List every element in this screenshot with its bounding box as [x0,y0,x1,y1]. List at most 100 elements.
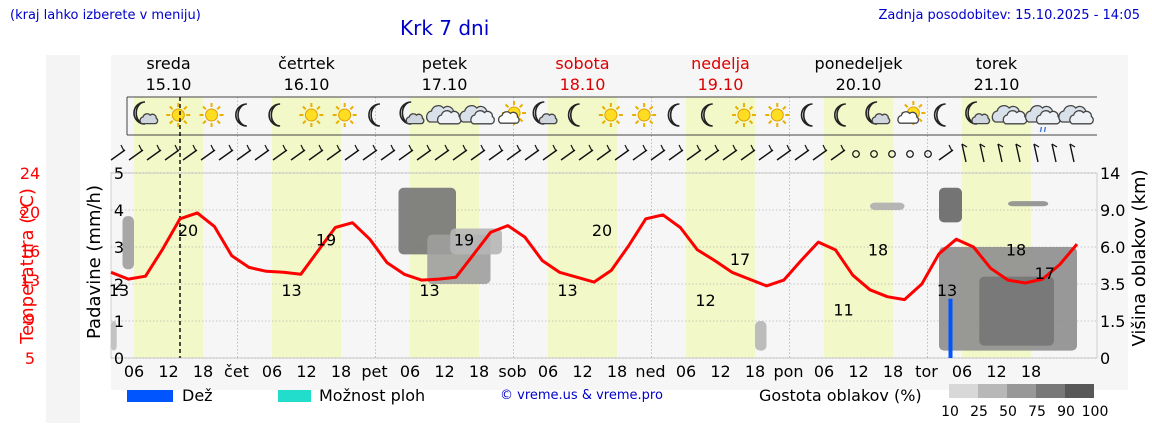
plot-area [110,172,1098,359]
hour-tick: 06 [400,362,420,381]
moon-cloud-icon [965,101,991,125]
temp-label: 18 [1006,240,1026,259]
legend-showers-swatch [278,390,311,402]
temp-label: 13 [557,281,577,300]
day-date: 17.10 [422,75,468,94]
sun-icon [632,103,657,127]
daylight-band [134,97,203,358]
day-name: petek [422,54,468,73]
day-name: torek [976,54,1018,73]
temp-label: 20 [178,221,198,240]
temp-axis-label: Temperatura (°C) [17,188,38,345]
day-date: 19.10 [698,75,744,94]
cloud-height-tick: 9.0 [1100,201,1125,220]
day-name: sreda [146,54,190,73]
moon-icon [834,103,846,127]
hour-tick: 12 [986,362,1006,381]
precip-axis-label: Padavine (mm/h) [84,185,105,339]
sun-icon [598,103,623,127]
sun-cloud-icon [498,101,527,125]
moon-icon [268,103,281,127]
hour-tick: 18 [193,362,213,381]
cloud-icon [1058,105,1094,125]
cloud-blob [870,202,905,210]
hour-tick: 18 [883,362,903,381]
temp-tick: 9 [25,310,35,329]
sun-cloud-icon [897,101,926,125]
hour-tick: 12 [572,362,592,381]
legend-showers-label: Možnost ploh [319,386,425,405]
cloud-height-tick: 3.5 [1100,275,1125,294]
legend-rain-label: Dež [182,386,213,405]
temp-label: 13 [109,281,129,300]
cloud-height-tick: 1.5 [1100,312,1125,331]
day-name: sobota [555,54,609,73]
page-title: Krk 7 dni [400,16,490,40]
cloud-blob [122,216,134,270]
hour-tick: 18 [331,362,351,381]
temp-tick: 16 [20,242,40,261]
precip-tick: 2 [114,275,124,294]
sun-icon [166,103,191,127]
hour-tick: 06 [814,362,834,381]
hour-tick: 18 [745,362,765,381]
legend-density-swatch [978,384,1007,398]
day-date: 16.10 [284,75,330,94]
day-name: ponedeljek [815,54,904,73]
moon-cloud-icon [133,101,159,125]
temp-tick: 13 [20,271,40,290]
legend-density-swatch [1007,384,1036,398]
hour-tick: 06 [676,362,696,381]
daylight-band [686,97,755,358]
temp-label: 19 [454,231,474,250]
legend-density-swatch [1065,384,1094,398]
cloud-blob [111,321,117,351]
temp-label: 13 [419,281,439,300]
moon-icon [368,103,381,127]
precip-tick: 3 [114,238,124,257]
rain-bar [948,298,953,358]
temperature-line [110,211,1079,302]
sun-icon [332,103,357,127]
hour-tick: 12 [434,362,454,381]
hour-tick: 12 [296,362,316,381]
temp-label: 19 [316,231,336,250]
temp-label: 20 [592,221,612,240]
cloud-height-tick: 14 [1100,164,1120,183]
hour-tick: 06 [124,362,144,381]
hour-tick: 06 [262,362,282,381]
wind-row [110,143,1076,163]
temp-label: 13 [281,281,301,300]
cloud-blob [939,187,962,223]
temp-tick: 24 [20,164,40,183]
day-abbr: tor [915,362,938,381]
temp-label: 13 [937,281,957,300]
hour-tick: 18 [1021,362,1041,381]
hour-tick: 12 [848,362,868,381]
cloud-height-tick: 0 [1100,349,1110,368]
precip-tick: 1 [114,312,124,331]
moon-icon [800,103,813,127]
precip-tick: 5 [114,164,124,183]
precip-tick: 0 [114,349,124,368]
cloud-axis-label: Višina oblakov (km) [1129,169,1150,346]
legend-density-swatch [1036,384,1065,398]
hour-tick: 18 [469,362,489,381]
day-abbr: ned [635,362,665,381]
legend-density-tick: 50 [999,404,1017,420]
day-abbr: pon [773,362,803,381]
day-date: 20.10 [836,75,882,94]
legend-density-swatch [949,384,978,398]
moon-icon [567,103,580,127]
daylight-band [272,97,341,358]
temp-label: 18 [868,240,888,259]
credit: © vreme.us & vreme.pro [500,388,663,403]
day-name: četrtek [278,54,336,73]
daylight-band [824,97,893,358]
sun-icon [765,103,790,127]
sun-icon [299,103,324,127]
cloud-rain-icon [1024,105,1061,133]
legend-density-tick: 75 [1028,404,1046,420]
cloud-blob [755,321,767,351]
